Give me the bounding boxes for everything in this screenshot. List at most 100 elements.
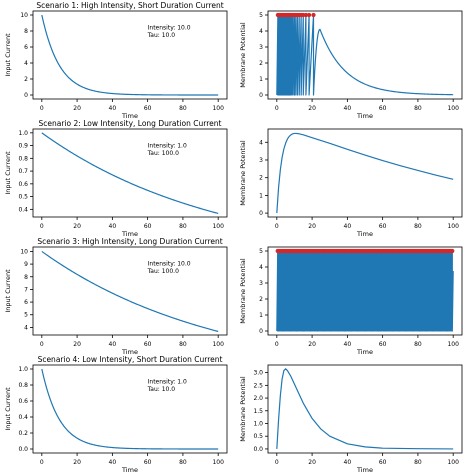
data-layer — [276, 132, 454, 214]
data-layer — [276, 368, 454, 450]
subplot-5: 0 20 40 60 80 100 4 5 6 7 8 9 10 Time Input Current Sce… — [4, 237, 228, 356]
x-tick-label: 100 — [212, 341, 224, 348]
subplot-7: 0 20 40 60 80 100 0.0 0.2 0.4 0.6 0.8 1.0 Time Input … — [4, 355, 228, 474]
y-tick-label: 4 — [259, 28, 263, 35]
x-tick-label: 60 — [144, 341, 152, 348]
x-tick-label: 100 — [212, 105, 224, 112]
y-tick-label: 4 — [24, 60, 28, 67]
y-tick-label: 0 — [259, 92, 263, 99]
x-tick-label: 40 — [109, 223, 117, 230]
x-axis-label: Time — [121, 230, 138, 238]
x-tick-label: 40 — [109, 459, 117, 466]
x-tick-label: 0 — [40, 341, 44, 348]
x-tick-label: 20 — [308, 459, 316, 466]
y-tick-label: 0 — [24, 92, 28, 99]
x-tick-label: 0 — [40, 105, 44, 112]
y-tick-label: 10 — [20, 248, 28, 255]
y-axis-label: Input Current — [4, 269, 12, 313]
y-axis-label: Membrane Potential — [239, 258, 247, 324]
spike-marker — [303, 12, 309, 18]
series-line-1 — [41, 132, 219, 215]
y-tick-label: 2 — [24, 76, 28, 83]
x-tick-label: 100 — [212, 223, 224, 230]
x-tick-label: 60 — [379, 459, 387, 466]
y-tick-label: 1.0 — [253, 420, 263, 427]
plot-frame — [32, 364, 228, 454]
y-tick-label: 3 — [259, 44, 263, 51]
parameter-annotation: Intensity: 1.0 — [148, 378, 187, 385]
x-tick-label: 40 — [344, 105, 352, 112]
y-axis-label: Input Current — [4, 33, 12, 77]
data-layer — [41, 250, 219, 333]
subplot-1: 0 20 40 60 80 100 0 2 4 6 8 10 Time Input Current Scen… — [4, 1, 228, 120]
y-tick-label: 0.8 — [18, 382, 28, 389]
y-tick-label: 0.6 — [18, 398, 28, 405]
y-tick-label: 4 — [259, 139, 263, 146]
x-axis-label: Time — [121, 466, 138, 474]
plot-frame — [32, 246, 228, 336]
x-tick-label: 100 — [447, 223, 459, 230]
plot-frame — [267, 246, 463, 336]
parameter-annotation: Tau: 10.0 — [147, 386, 176, 393]
data-layer — [275, 12, 454, 96]
parameter-annotation: Tau: 10.0 — [147, 32, 176, 39]
x-tick-label: 20 — [73, 105, 81, 112]
y-tick-label: 1 — [259, 312, 263, 319]
y-tick-label: 0.0 — [253, 446, 263, 453]
x-tick-label: 80 — [179, 341, 187, 348]
series-line-1 — [276, 368, 454, 450]
x-tick-label: 100 — [447, 105, 459, 112]
y-tick-label: 0.9 — [18, 143, 28, 150]
series-line-1 — [41, 250, 219, 333]
spike-marker — [306, 12, 312, 18]
y-tick-label: 8 — [24, 28, 28, 35]
data-layer — [41, 368, 219, 450]
y-tick-label: 0.7 — [18, 168, 28, 175]
x-tick-label: 80 — [414, 223, 422, 230]
x-tick-label: 40 — [109, 105, 117, 112]
y-tick-label: 10 — [20, 12, 28, 19]
x-tick-label: 20 — [73, 341, 81, 348]
y-axis-label: Input Current — [4, 151, 12, 195]
y-tick-label: 3.0 — [253, 370, 263, 377]
x-axis-label: Time — [356, 348, 373, 356]
y-tick-label: 1.0 — [18, 130, 28, 137]
plot-frame — [32, 10, 228, 100]
membrane-trace — [276, 14, 454, 96]
x-axis-label: Time — [356, 230, 373, 238]
x-axis-label: Time — [356, 112, 373, 120]
x-tick-label: 0 — [275, 341, 279, 348]
x-tick-label: 60 — [144, 223, 152, 230]
x-tick-label: 20 — [73, 459, 81, 466]
x-tick-label: 60 — [379, 341, 387, 348]
spike-marker — [311, 12, 316, 18]
subplot-8: 0 20 40 60 80 100 0.0 0.5 1.0 1.5 2.0 2.5 3.0 Time Mem… — [239, 364, 463, 474]
x-tick-label: 60 — [144, 459, 152, 466]
y-tick-label: 1.5 — [253, 408, 263, 415]
y-tick-label: 1 — [259, 76, 263, 83]
x-tick-label: 20 — [308, 105, 316, 112]
membrane-trace — [276, 250, 454, 332]
subplot-2: 0 20 40 60 80 100 0 1 2 3 4 5 Time Membrane Potential — [239, 10, 463, 120]
y-axis-label: Membrane Potential — [239, 140, 247, 206]
x-tick-label: 60 — [144, 105, 152, 112]
subplot-title: Scenario 4: Low Intensity, Short Duratio… — [38, 355, 223, 364]
y-tick-label: 1.0 — [18, 366, 28, 373]
subplot-title: Scenario 1: High Intensity, Short Durati… — [36, 1, 223, 10]
x-tick-label: 0 — [275, 459, 279, 466]
x-tick-label: 80 — [179, 459, 187, 466]
subplot-title: Scenario 3: High Intensity, Long Duratio… — [37, 237, 222, 246]
x-tick-label: 0 — [40, 459, 44, 466]
x-tick-label: 40 — [344, 459, 352, 466]
y-tick-label: 2 — [259, 60, 263, 67]
parameter-annotation: Intensity: 10.0 — [148, 260, 191, 267]
y-axis-label: Membrane Potential — [239, 376, 247, 442]
subplot-3: 0 20 40 60 80 100 0.4 0.5 0.6 0.7 0.8 0.9 1.0 Time Inp… — [4, 119, 228, 238]
y-tick-label: 0.5 — [253, 433, 263, 440]
y-axis-label: Input Current — [4, 387, 12, 431]
x-tick-label: 0 — [275, 223, 279, 230]
y-tick-label: 0.4 — [18, 414, 28, 421]
y-tick-label: 5 — [24, 312, 28, 319]
x-tick-label: 60 — [379, 223, 387, 230]
